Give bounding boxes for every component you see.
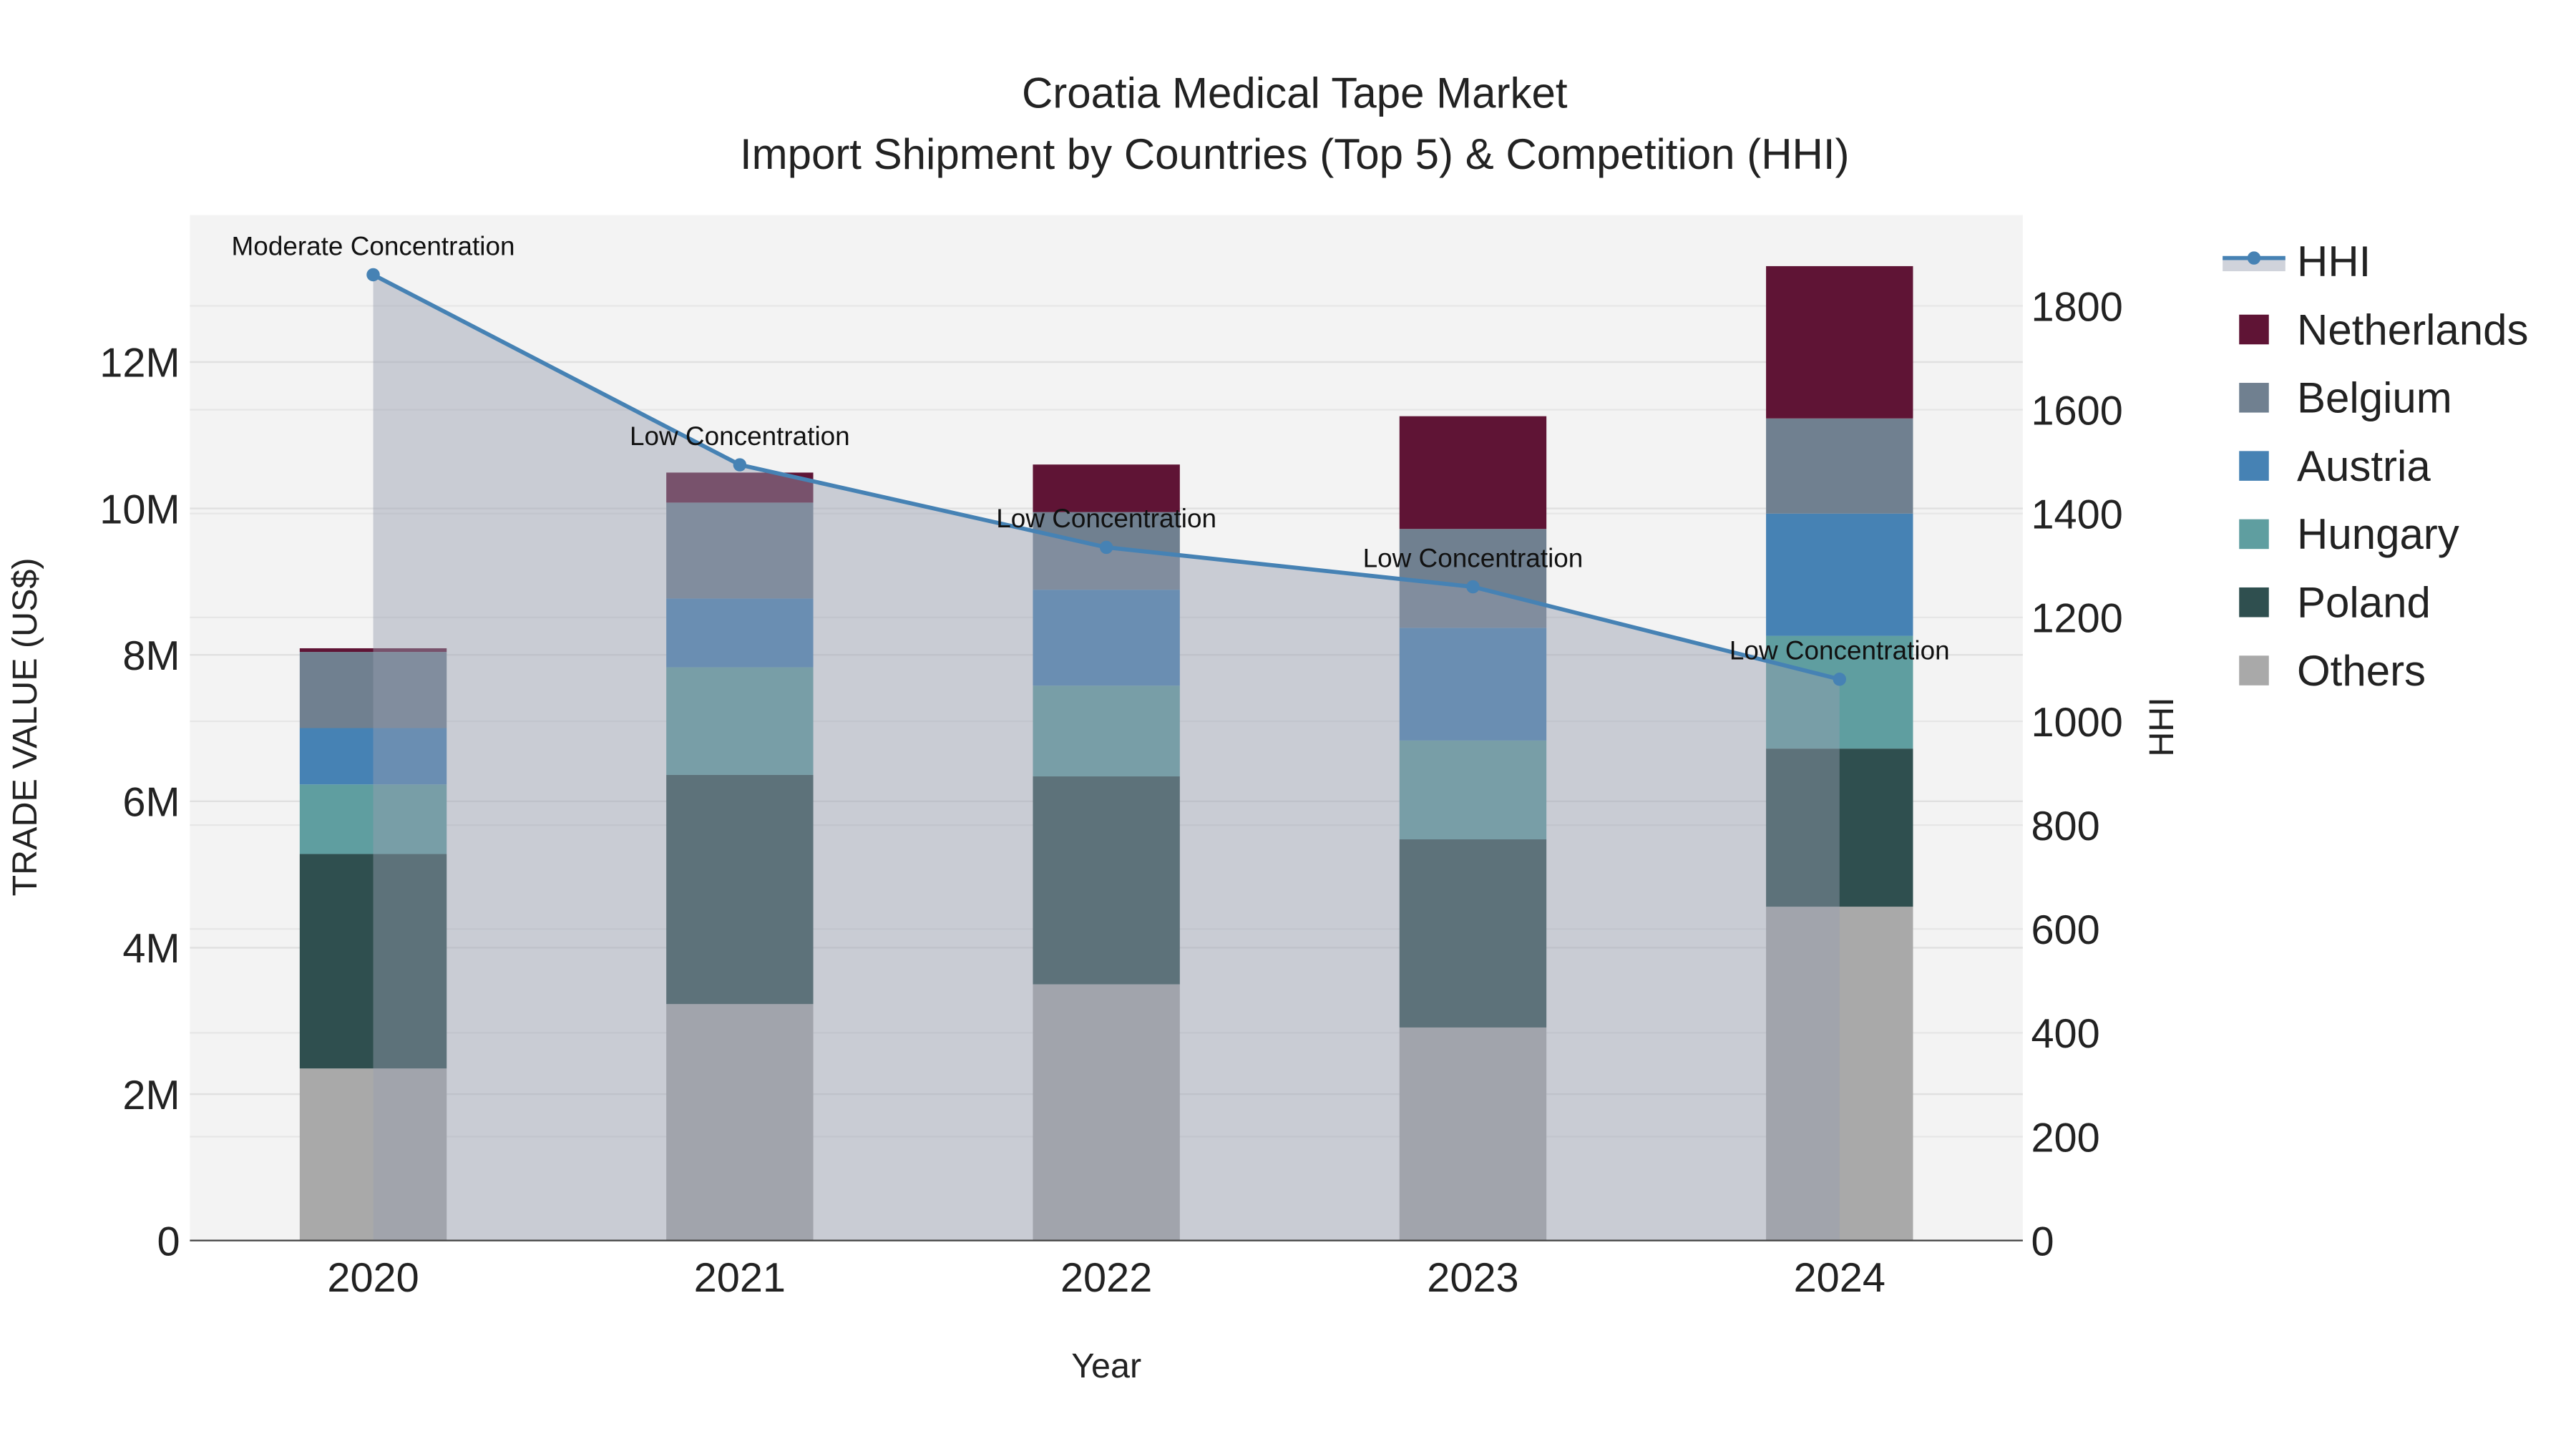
legend-swatch-austria bbox=[2239, 451, 2269, 481]
bar-netherlands-2023 bbox=[1399, 416, 1547, 530]
bar-belgium-2021 bbox=[666, 502, 814, 599]
legend-label-belgium: Belgium bbox=[2297, 374, 2452, 422]
bar-netherlands-2022 bbox=[1033, 464, 1180, 512]
legend-label-austria: Austria bbox=[2297, 442, 2431, 490]
bar-poland-2023 bbox=[1399, 839, 1547, 1028]
y2-axis-title: HHI bbox=[2142, 697, 2181, 756]
legend-swatch-others bbox=[2239, 655, 2269, 686]
bar-belgium-2023 bbox=[1399, 529, 1547, 628]
bar-poland-2020 bbox=[299, 854, 447, 1069]
bar-others-2023 bbox=[1399, 1027, 1547, 1241]
bars bbox=[299, 265, 1913, 1241]
y2-tick-label: 1200 bbox=[2031, 596, 2122, 642]
x-tick-label: 2021 bbox=[694, 1255, 786, 1301]
bar-hungary-2022 bbox=[1033, 686, 1180, 777]
y2-tick-label: 1600 bbox=[2031, 388, 2122, 434]
hhi-annotation-2020: Moderate Concentration bbox=[232, 231, 515, 260]
hhi-line: Moderate Concentration Low Concentration L… bbox=[232, 231, 1950, 686]
y2-tick-label: 600 bbox=[2031, 907, 2099, 953]
hhi-annotation-2023: Low Concentration bbox=[1363, 543, 1584, 572]
hhi-annotation-2021: Low Concentration bbox=[630, 421, 850, 451]
bar-hungary-2020 bbox=[299, 784, 447, 854]
bar-belgium-2024 bbox=[1766, 418, 1913, 514]
x-tick-label: 2022 bbox=[1060, 1255, 1152, 1301]
bar-others-2020 bbox=[299, 1068, 447, 1241]
bar-hungary-2021 bbox=[666, 667, 814, 775]
legend-swatch-poland bbox=[2239, 587, 2269, 618]
legend-label-hhi: HHI bbox=[2297, 238, 2371, 286]
x-axis-title: Year bbox=[1071, 1347, 1141, 1385]
y-tick-label: 10M bbox=[99, 487, 180, 532]
bar-others-2024 bbox=[1766, 907, 1913, 1241]
bar-austria-2024 bbox=[1766, 513, 1913, 636]
bar-poland-2022 bbox=[1033, 776, 1180, 985]
x-tick-label: 2020 bbox=[327, 1255, 419, 1301]
y-axis-title: TRADE VALUE (US$) bbox=[6, 557, 44, 896]
y-tick-label: 0 bbox=[157, 1219, 180, 1264]
x-tick-label: 2024 bbox=[1794, 1255, 1885, 1301]
hhi-point-2020 bbox=[366, 268, 380, 282]
bar-hungary-2023 bbox=[1399, 740, 1547, 840]
hhi-point-2021 bbox=[733, 458, 747, 472]
hhi-point-2022 bbox=[1099, 540, 1113, 555]
chart-title: Croatia Medical Tape Market bbox=[1022, 69, 1568, 117]
y2-tick-label: 1400 bbox=[2031, 492, 2122, 538]
hhi-point-2023 bbox=[1466, 580, 1480, 594]
bar-austria-2020 bbox=[299, 728, 447, 785]
bar-netherlands-2024 bbox=[1766, 265, 1913, 419]
legend-swatch-netherlands bbox=[2239, 314, 2269, 345]
legend-label-hungary: Hungary bbox=[2297, 510, 2459, 558]
y-tick-label: 2M bbox=[122, 1073, 180, 1118]
chart-subtitle: Import Shipment by Countries (Top 5) & C… bbox=[740, 130, 1850, 178]
y-tick-label: 6M bbox=[122, 780, 180, 826]
hhi-area-fill bbox=[373, 274, 1840, 1241]
legend-label-netherlands: Netherlands bbox=[2297, 306, 2529, 353]
x-tick-label: 2023 bbox=[1427, 1255, 1518, 1301]
legend: HHI Netherlands Belgium Austria Hungary Polan… bbox=[2223, 238, 2529, 695]
y2-tick-label: 200 bbox=[2031, 1115, 2099, 1161]
y2-tick-label: 800 bbox=[2031, 804, 2099, 849]
bar-austria-2022 bbox=[1033, 590, 1180, 686]
bar-belgium-2020 bbox=[299, 652, 447, 728]
bar-poland-2021 bbox=[666, 774, 814, 1005]
y2-tick-label: 0 bbox=[2031, 1219, 2054, 1264]
y2-tick-label: 1800 bbox=[2031, 284, 2122, 330]
bar-netherlands-2020 bbox=[299, 648, 447, 653]
bar-austria-2021 bbox=[666, 598, 814, 668]
legend-label-poland: Poland bbox=[2297, 579, 2431, 627]
y2-tick-label: 1000 bbox=[2031, 700, 2122, 746]
legend-label-others: Others bbox=[2297, 647, 2426, 695]
ticks: 0 2M 4M 6M 8M 10M 12M 0 200 400 600 800 1000 1200 1400… bbox=[99, 284, 2123, 1301]
bar-others-2022 bbox=[1033, 984, 1180, 1241]
bar-austria-2023 bbox=[1399, 628, 1547, 741]
hhi-annotation-2022: Low Concentration bbox=[996, 504, 1216, 533]
bar-hungary-2024 bbox=[1766, 635, 1913, 749]
hhi-annotation-2024: Low Concentration bbox=[1729, 636, 1950, 665]
y2-tick-label: 400 bbox=[2031, 1011, 2099, 1057]
legend-swatch-belgium bbox=[2239, 383, 2269, 413]
bar-poland-2024 bbox=[1766, 748, 1913, 907]
hhi-area bbox=[373, 274, 1840, 1241]
hhi-point-2024 bbox=[1833, 673, 1846, 686]
bar-others-2021 bbox=[666, 1004, 814, 1241]
y-tick-label: 12M bbox=[99, 341, 180, 386]
y-tick-label: 8M bbox=[122, 633, 180, 679]
legend-hhi-marker bbox=[2247, 251, 2261, 265]
y-tick-label: 4M bbox=[122, 926, 180, 972]
legend-swatch-hungary bbox=[2239, 519, 2269, 550]
